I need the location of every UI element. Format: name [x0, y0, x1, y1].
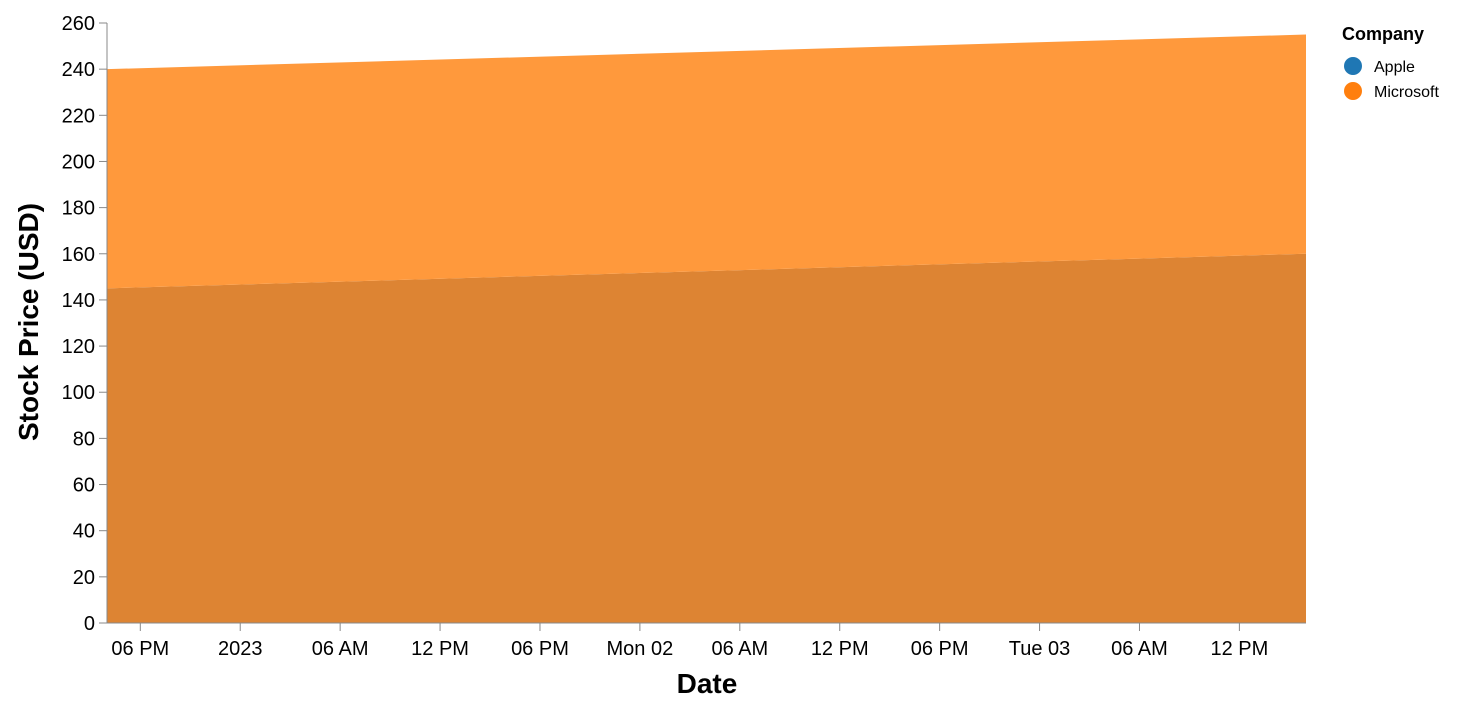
legend: Company Apple Microsoft — [1342, 24, 1439, 101]
x-axis-title: Date — [677, 668, 738, 699]
y-axis: 0 20 40 60 80 100 120 140 160 180 200 220 240 260 — [62, 13, 108, 635]
y-tick-label: 120 — [62, 336, 95, 358]
x-tick-label: 06 PM — [111, 638, 169, 660]
y-tick-label: 0 — [84, 613, 95, 635]
legend-swatch-microsoft — [1344, 82, 1362, 100]
x-tick-label: 06 PM — [511, 638, 569, 660]
y-tick-label: 240 — [62, 59, 95, 81]
area-apple — [107, 253, 1306, 623]
legend-label-microsoft: Microsoft — [1374, 84, 1439, 101]
area-microsoft — [107, 34, 1306, 289]
y-tick-label: 60 — [73, 475, 95, 497]
y-tick-label: 20 — [73, 567, 95, 589]
y-axis-title: Stock Price (USD) — [13, 203, 44, 441]
y-tick-label: 100 — [62, 382, 95, 404]
x-tick-label: 12 PM — [811, 638, 869, 660]
y-tick-label: 160 — [62, 244, 95, 266]
y-tick-label: 200 — [62, 151, 95, 173]
y-tick-label: 80 — [73, 428, 95, 450]
x-tick-label: 06 AM — [1111, 638, 1168, 660]
x-tick-label: Tue 03 — [1009, 638, 1071, 660]
y-tick-label: 180 — [62, 198, 95, 220]
x-tick-label: 2023 — [218, 638, 263, 660]
x-tick-label: 12 PM — [1210, 638, 1268, 660]
y-tick-label: 260 — [62, 13, 95, 35]
x-tick-label: 12 PM — [411, 638, 469, 660]
x-tick-label: 06 AM — [312, 638, 369, 660]
legend-title: Company — [1342, 24, 1424, 44]
y-tick-label: 140 — [62, 290, 95, 312]
legend-label-apple: Apple — [1374, 59, 1415, 76]
legend-swatch-apple — [1344, 57, 1362, 75]
x-tick-label: 06 PM — [911, 638, 969, 660]
x-tick-label: Mon 02 — [607, 638, 674, 660]
y-tick-label: 220 — [62, 105, 95, 127]
x-axis: 06 PM 2023 06 AM 12 PM 06 PM Mon 02 06 AM 12 PM… — [107, 622, 1306, 660]
y-tick-label: 40 — [73, 521, 95, 543]
area-layer — [107, 34, 1306, 623]
x-tick-label: 06 AM — [711, 638, 768, 660]
